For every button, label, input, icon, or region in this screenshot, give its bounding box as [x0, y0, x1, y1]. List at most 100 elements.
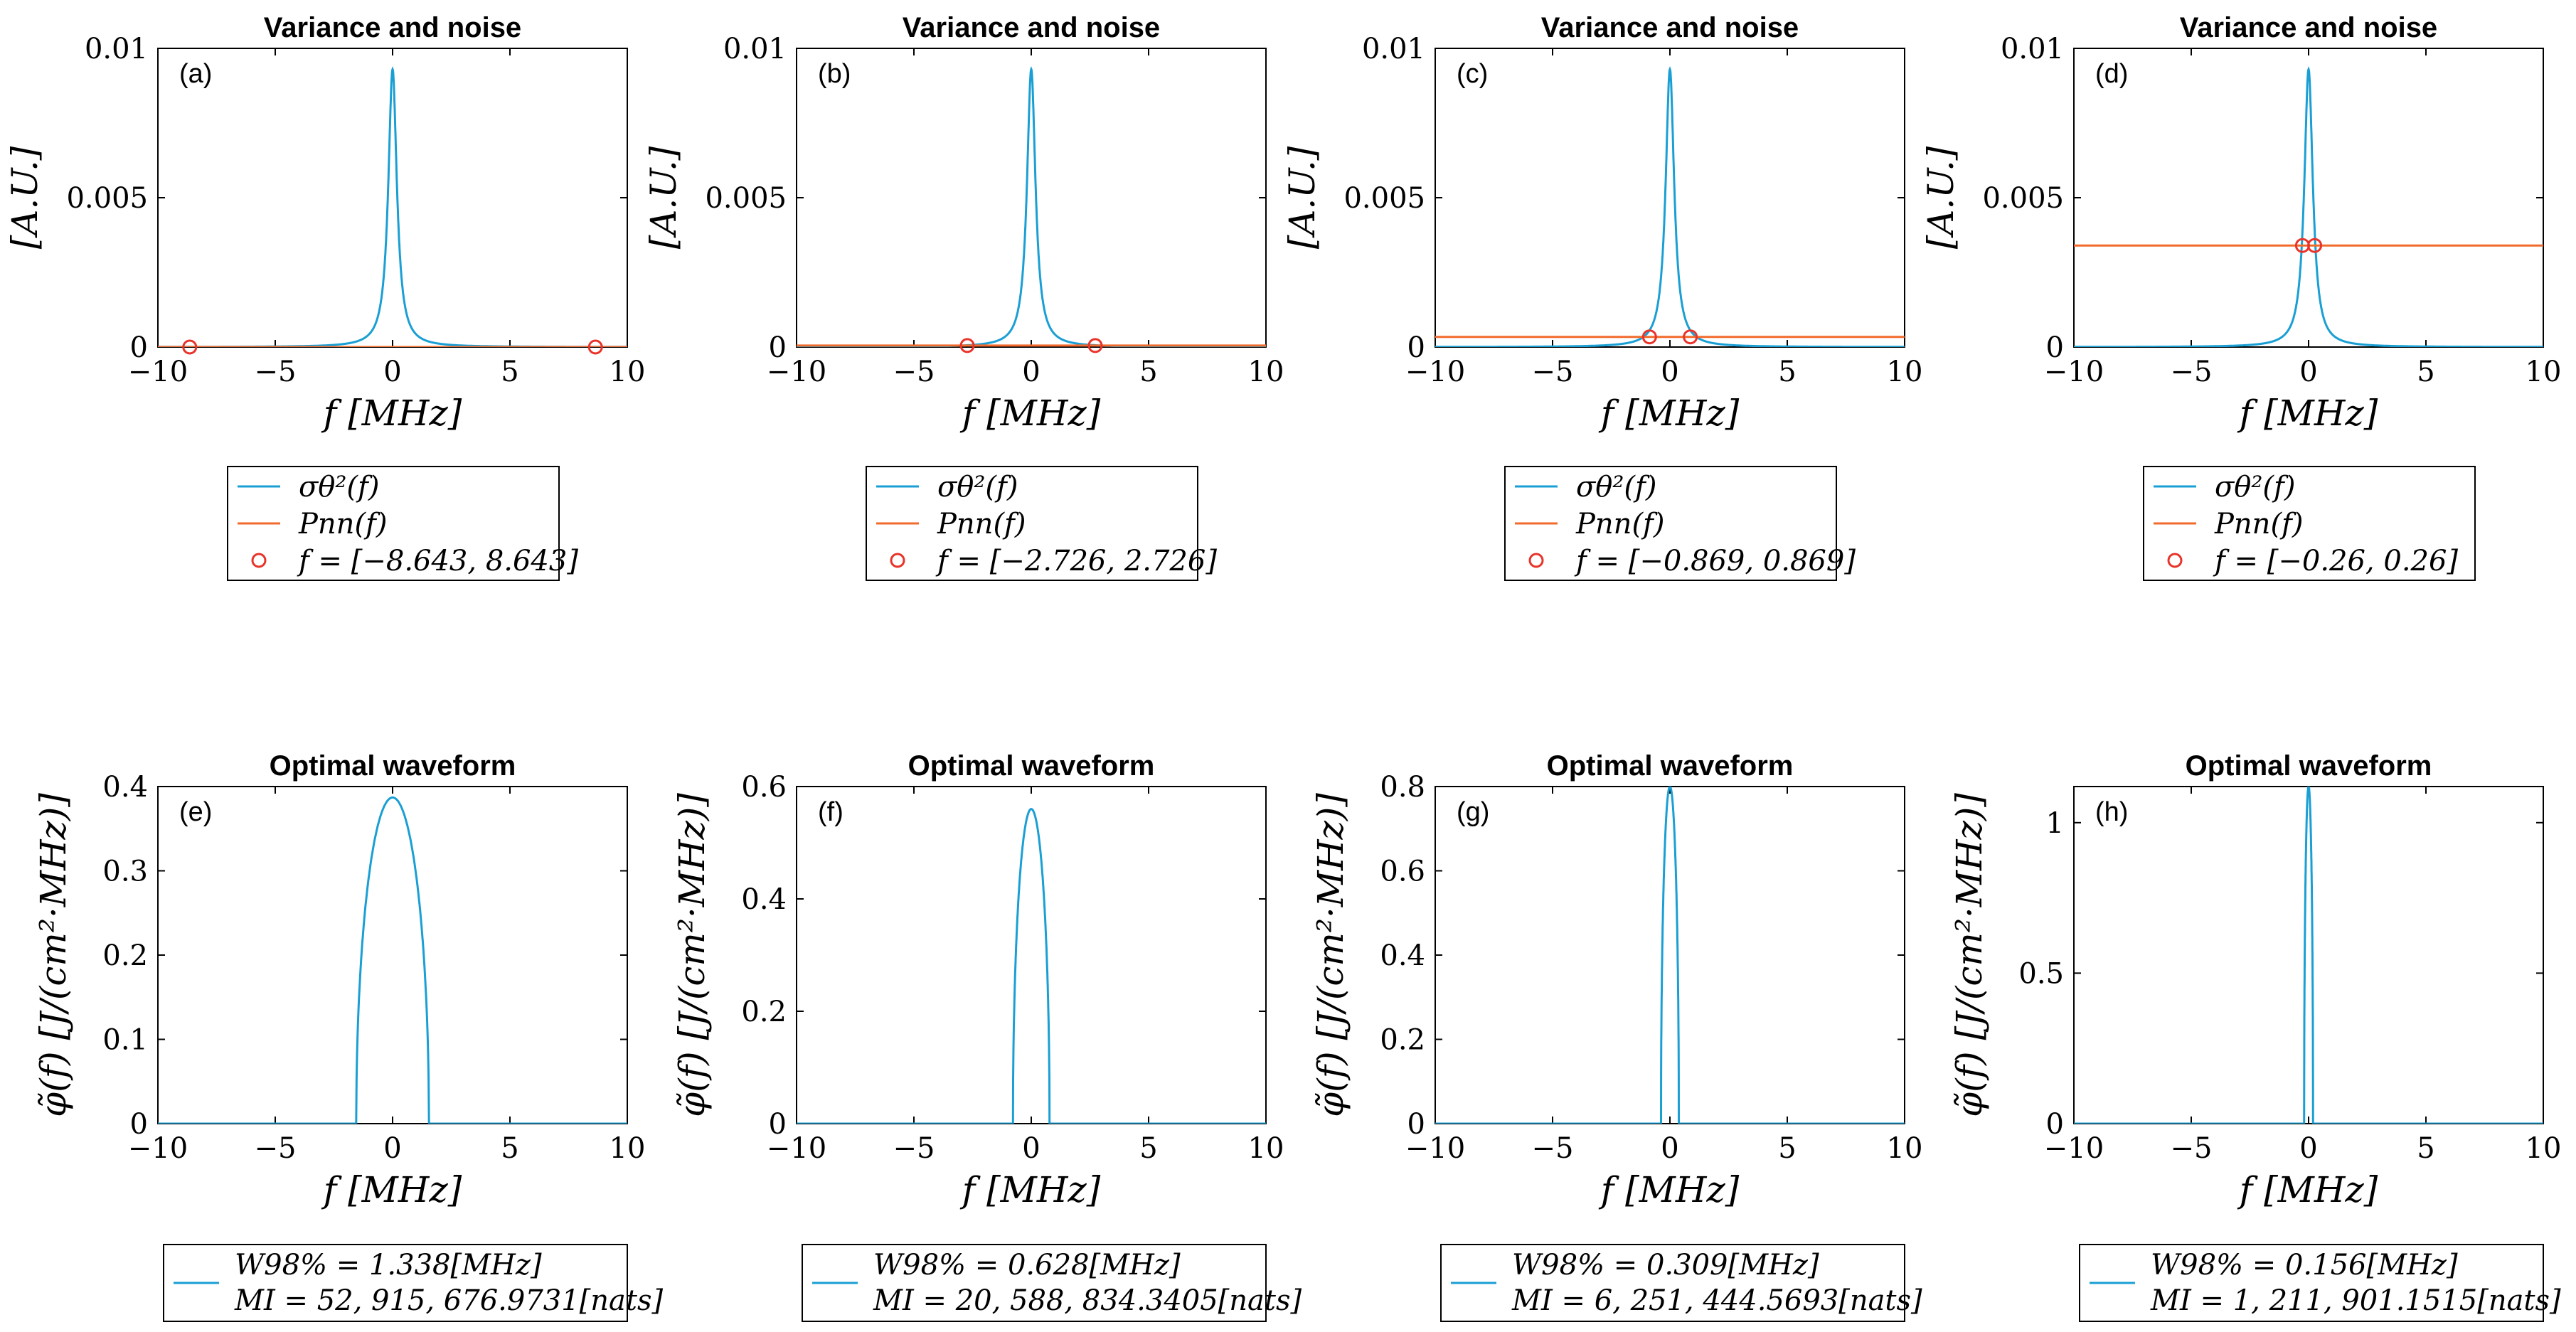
- y-tick-label: 0: [1407, 1108, 1425, 1141]
- x-axis-label: f [MHz]: [2237, 1169, 2378, 1210]
- legend-entry: MI = 52, 915, 676.9731[nats]: [234, 1284, 663, 1317]
- x-tick-label: −10: [1405, 356, 1465, 388]
- legend-entry: f = [−2.726, 2.726]: [935, 545, 1217, 577]
- y-tick-label: 0.8: [1380, 771, 1425, 804]
- x-tick-label: −5: [1532, 1132, 1574, 1165]
- x-tick-label: −5: [2171, 356, 2213, 388]
- x-tick-label: 0: [2299, 1132, 2317, 1165]
- y-tick-label: 0.6: [1380, 856, 1425, 888]
- panel-label: (g): [1457, 797, 1489, 827]
- legend-box: [2143, 466, 2476, 581]
- x-tick-label: 10: [610, 1132, 646, 1165]
- series-group: [1435, 66, 1905, 347]
- y-tick-label: 0.2: [102, 939, 148, 972]
- chart-title: Variance and noise: [2180, 12, 2437, 43]
- y-axis-label: φ̃(f) [J/(cm²·MHz)]: [1310, 793, 1351, 1117]
- legend-entry: W98% = 0.309[MHz]: [1512, 1249, 1819, 1282]
- panel-label: (e): [179, 797, 212, 827]
- legend-box: [227, 466, 560, 581]
- chart-4: Variance and noise −10 −5 0 5 10 0 0.005 0.01 f […: [1920, 12, 2562, 581]
- x-tick-label: −5: [255, 356, 297, 388]
- y-tick-label: 0.3: [102, 856, 148, 888]
- x-tick-label: 5: [501, 356, 518, 388]
- legend: σθ²(f) Pnn(f) f = [−0.26, 0.26]: [2143, 466, 2476, 581]
- legend-box: [2079, 1244, 2544, 1322]
- chart-title: Optimal waveform: [908, 750, 1155, 782]
- legend: W98% = 1.338[MHz]MI = 52, 915, 676.9731[…: [163, 1244, 663, 1322]
- chart-title: Variance and noise: [1541, 12, 1799, 43]
- plot-area: [157, 48, 628, 348]
- y-axis-label: φ̃(f) [J/(cm²·MHz)]: [1949, 793, 1990, 1117]
- legend: W98% = 0.156[MHz]MI = 1, 211, 901.1515[n…: [2079, 1244, 2561, 1322]
- legend-entry: W98% = 0.156[MHz]: [2151, 1249, 2458, 1282]
- legend-entry: f = [−0.26, 0.26]: [2213, 545, 2458, 577]
- crossing-marker: [959, 338, 975, 353]
- x-tick-label: −5: [255, 1132, 297, 1165]
- chart-title: Variance and noise: [264, 12, 521, 43]
- y-tick-label: 0: [769, 1108, 787, 1141]
- waveform-curve: [158, 796, 627, 1124]
- x-tick-label: 5: [1139, 356, 1157, 388]
- crossing-marker: [1683, 329, 1698, 345]
- chart-8: Optimal waveform −10 −5 0 5 10 0 0.5 1 f [MHz] φ̃(…: [1949, 750, 2562, 1322]
- plot-area: [2073, 48, 2544, 348]
- x-tick-label: −10: [2044, 356, 2104, 388]
- series-group: [2074, 787, 2543, 1124]
- waveform-curve: [1435, 787, 1905, 1124]
- x-tick-label: −5: [893, 356, 935, 388]
- panel-label: (f): [818, 797, 843, 827]
- panel-label: (h): [2095, 797, 2128, 827]
- y-tick-label: 0.5: [2018, 957, 2064, 990]
- y-axis-label: [A.U.]: [643, 146, 684, 249]
- y-tick-label: 0: [1407, 331, 1425, 364]
- legend-entry: W98% = 1.338[MHz]: [235, 1249, 542, 1282]
- y-tick-label: 0.01: [723, 33, 787, 65]
- x-tick-label: 10: [1887, 356, 1923, 388]
- x-tick-label: 10: [1887, 1132, 1923, 1165]
- series-group: [797, 66, 1266, 347]
- x-axis-label: f [MHz]: [321, 393, 462, 434]
- series-group: [797, 808, 1266, 1124]
- y-tick-label: 0: [130, 1108, 148, 1141]
- y-axis-label: [A.U.]: [1282, 146, 1323, 249]
- x-tick-label: 0: [383, 356, 401, 388]
- x-tick-label: −10: [767, 356, 826, 388]
- x-tick-label: −10: [128, 1132, 188, 1165]
- legend: W98% = 0.628[MHz]MI = 20, 588, 834.3405[…: [802, 1244, 1302, 1322]
- legend-entry: MI = 6, 251, 444.5693[nats]: [1511, 1284, 1922, 1317]
- variance-curve: [797, 66, 1266, 347]
- x-tick-label: 10: [2526, 1132, 2562, 1165]
- legend-entry: σθ²(f): [1576, 471, 1656, 504]
- x-tick-label: −5: [893, 1132, 935, 1165]
- series-group: [2074, 66, 2543, 347]
- x-tick-label: −10: [2044, 1132, 2104, 1165]
- legend-entry: MI = 1, 211, 901.1515[nats]: [2150, 1284, 2561, 1317]
- panel-label: (c): [1457, 59, 1488, 89]
- plot-area: [157, 786, 628, 1124]
- chart-title: Variance and noise: [903, 12, 1160, 43]
- x-tick-label: 0: [1022, 1132, 1040, 1165]
- x-tick-label: −10: [1405, 1132, 1465, 1165]
- y-tick-label: 0.6: [741, 771, 787, 804]
- y-tick-label: 0: [2046, 1108, 2064, 1141]
- variance-curve: [158, 66, 627, 347]
- x-tick-label: 5: [1139, 1132, 1157, 1165]
- x-axis-label: f [MHz]: [959, 393, 1101, 434]
- legend-marker: [251, 553, 267, 568]
- y-tick-label: 0.1: [102, 1024, 148, 1057]
- y-tick-label: 0.2: [741, 996, 787, 1028]
- chart-7: Optimal waveform −10 −5 0 5 10 0 0.2 0.4 0.6 0.8 f …: [1310, 750, 1923, 1322]
- series-group: [158, 66, 627, 347]
- legend-entry: f = [−0.869, 0.869]: [1574, 545, 1856, 577]
- y-tick-label: 0.4: [102, 771, 148, 804]
- legend-entry: Pnn(f): [298, 508, 387, 540]
- y-tick-label: 0.01: [85, 33, 148, 65]
- x-tick-label: 5: [1778, 1132, 1796, 1165]
- y-tick-label: 0: [130, 331, 148, 364]
- series-group: [158, 796, 627, 1124]
- x-tick-label: −5: [2171, 1132, 2213, 1165]
- panel-label: (d): [2095, 59, 2128, 89]
- x-tick-label: 10: [2526, 356, 2562, 388]
- y-tick-label: 0.2: [1380, 1024, 1425, 1057]
